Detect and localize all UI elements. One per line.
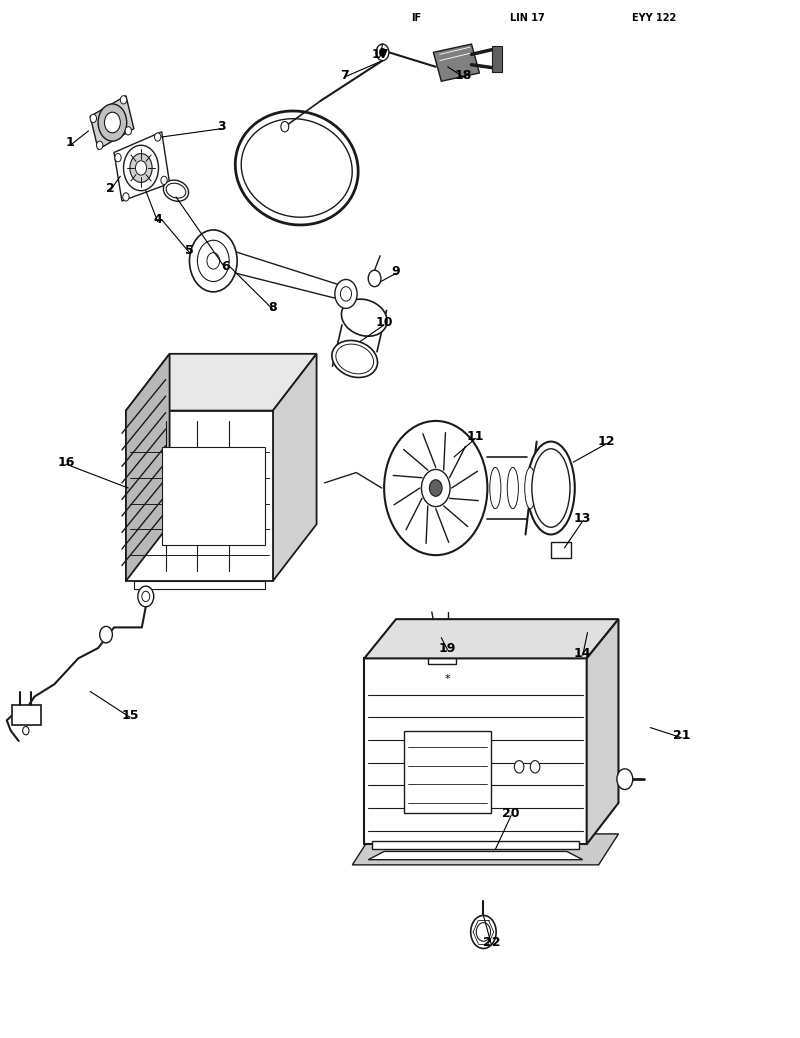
Circle shape xyxy=(120,95,126,104)
Polygon shape xyxy=(492,46,502,72)
Circle shape xyxy=(90,114,97,122)
Text: 22: 22 xyxy=(482,936,500,949)
Ellipse shape xyxy=(235,111,358,225)
Text: 1: 1 xyxy=(66,136,74,148)
Circle shape xyxy=(376,44,389,60)
Bar xyxy=(404,731,491,813)
Ellipse shape xyxy=(242,118,352,217)
Polygon shape xyxy=(372,841,578,849)
Ellipse shape xyxy=(527,441,574,535)
Ellipse shape xyxy=(542,467,554,509)
Text: 20: 20 xyxy=(502,807,520,820)
Polygon shape xyxy=(364,619,618,658)
Circle shape xyxy=(122,193,129,201)
Polygon shape xyxy=(162,446,265,545)
Circle shape xyxy=(476,923,490,941)
Ellipse shape xyxy=(532,448,570,527)
Polygon shape xyxy=(273,354,317,581)
Polygon shape xyxy=(12,705,41,726)
Text: IF: IF xyxy=(411,13,421,23)
Polygon shape xyxy=(364,658,586,844)
Circle shape xyxy=(22,727,29,735)
Polygon shape xyxy=(220,248,348,300)
Circle shape xyxy=(198,240,229,281)
Circle shape xyxy=(384,421,487,555)
Text: LIN 17: LIN 17 xyxy=(510,13,545,23)
Circle shape xyxy=(190,229,237,292)
Text: 19: 19 xyxy=(439,641,456,655)
Text: 6: 6 xyxy=(221,260,230,273)
Circle shape xyxy=(530,761,540,773)
Text: 10: 10 xyxy=(375,317,393,329)
Circle shape xyxy=(341,286,351,301)
Circle shape xyxy=(135,161,146,175)
Polygon shape xyxy=(134,581,265,590)
Circle shape xyxy=(154,133,161,141)
Circle shape xyxy=(379,48,386,56)
Circle shape xyxy=(335,279,357,308)
Polygon shape xyxy=(434,44,479,81)
Text: 15: 15 xyxy=(121,709,138,721)
Text: 2: 2 xyxy=(106,182,114,195)
Polygon shape xyxy=(90,95,134,149)
Text: 12: 12 xyxy=(598,435,615,448)
Text: 21: 21 xyxy=(674,730,690,742)
Circle shape xyxy=(207,252,220,269)
Circle shape xyxy=(123,145,158,191)
Circle shape xyxy=(514,761,524,773)
Circle shape xyxy=(100,626,113,643)
Text: 13: 13 xyxy=(574,513,591,525)
Polygon shape xyxy=(126,411,273,581)
Ellipse shape xyxy=(525,467,536,509)
Text: *: * xyxy=(445,674,450,684)
Ellipse shape xyxy=(163,181,189,201)
Ellipse shape xyxy=(336,345,374,374)
Circle shape xyxy=(368,270,381,286)
Circle shape xyxy=(470,916,496,949)
Text: 5: 5 xyxy=(185,244,194,257)
Text: EYY 122: EYY 122 xyxy=(632,13,676,23)
Circle shape xyxy=(130,154,152,183)
Polygon shape xyxy=(126,354,170,581)
Polygon shape xyxy=(586,619,618,844)
Circle shape xyxy=(97,141,103,149)
Text: 17: 17 xyxy=(371,48,389,61)
Polygon shape xyxy=(368,851,582,859)
Text: 9: 9 xyxy=(392,265,400,278)
Polygon shape xyxy=(352,834,618,865)
Circle shape xyxy=(125,127,131,135)
Ellipse shape xyxy=(332,340,378,378)
Circle shape xyxy=(422,469,450,507)
Polygon shape xyxy=(551,542,571,558)
Circle shape xyxy=(430,480,442,496)
Circle shape xyxy=(138,586,154,607)
Ellipse shape xyxy=(490,467,501,509)
Polygon shape xyxy=(126,354,317,411)
Text: 18: 18 xyxy=(455,69,472,82)
Text: 16: 16 xyxy=(58,456,75,469)
Text: 4: 4 xyxy=(154,213,162,226)
Circle shape xyxy=(142,592,150,602)
Ellipse shape xyxy=(166,184,186,198)
Ellipse shape xyxy=(507,467,518,509)
Ellipse shape xyxy=(342,299,387,336)
Circle shape xyxy=(161,176,167,185)
Circle shape xyxy=(98,104,126,141)
Circle shape xyxy=(281,121,289,132)
Text: 11: 11 xyxy=(466,430,484,443)
Polygon shape xyxy=(428,632,456,663)
Text: 3: 3 xyxy=(217,120,226,133)
Circle shape xyxy=(617,769,633,790)
Circle shape xyxy=(114,154,121,162)
Polygon shape xyxy=(114,132,170,201)
Text: 8: 8 xyxy=(269,301,278,313)
Circle shape xyxy=(105,112,120,133)
Text: 14: 14 xyxy=(574,647,591,660)
Text: 7: 7 xyxy=(340,69,349,82)
